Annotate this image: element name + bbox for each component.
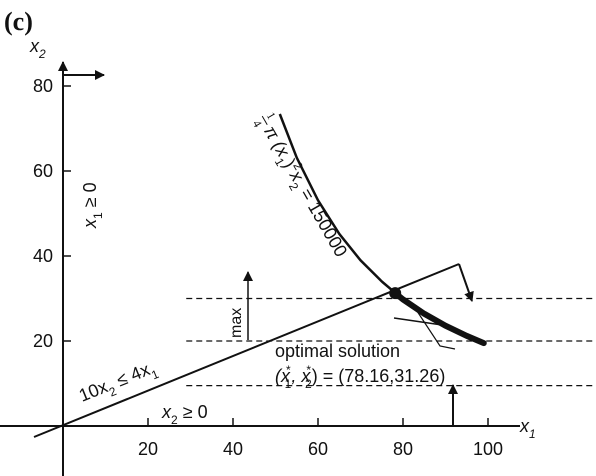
objective-curve	[278, 113, 485, 345]
solution-leader-line	[412, 304, 456, 350]
max-label: max	[228, 308, 245, 338]
y-tick-label: 60	[33, 161, 53, 181]
objective-label: 1 4 π (x1)2x2 = 150000	[250, 110, 354, 263]
objective-fraction-denominator: 4	[250, 118, 265, 130]
objective-equation: π (x1)2x2 = 150000	[256, 121, 354, 263]
ratio-constraint-hook	[458, 263, 474, 302]
x-tick-label: 80	[393, 439, 413, 459]
x-tick-label: 60	[308, 439, 328, 459]
x-axis-ticks: 20 40 60 80 100	[138, 418, 503, 459]
x-axis-label: x1	[519, 416, 536, 441]
x-tick-label: 20	[138, 439, 158, 459]
objective-fraction-numerator: 1	[264, 110, 279, 122]
panel-label: (c)	[4, 7, 33, 36]
y-tick-label: 80	[33, 76, 53, 96]
optimal-solution-value: (x* 1, x* 2) = (78.16,31.26)	[275, 363, 445, 391]
y-axis-ticks: 20 40 60 80	[33, 76, 71, 351]
x-tick-label: 100	[473, 439, 503, 459]
y-tick-label: 40	[33, 246, 53, 266]
objective-direction-arrow	[393, 317, 450, 327]
optimum-point	[389, 287, 402, 300]
x1-nonneg-label: x1 ≥ 0	[80, 182, 105, 229]
optimal-solution-label: optimal solution	[275, 341, 400, 361]
y-tick-label: 20	[33, 331, 53, 351]
x-tick-label: 40	[223, 439, 243, 459]
y-axis-label: x2	[29, 36, 46, 61]
objective-level-lines	[186, 297, 595, 387]
objective-curve-feasible-segment	[392, 290, 487, 347]
x2-nonneg-label: x2 ≥ 0	[161, 402, 208, 427]
ratio-constraint-line	[33, 263, 460, 438]
objective-fraction-bar	[261, 115, 268, 126]
